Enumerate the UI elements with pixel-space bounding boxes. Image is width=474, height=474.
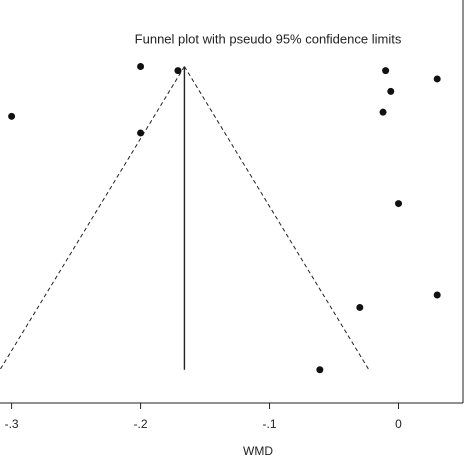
study-point: [379, 108, 387, 116]
x-tick-label: 0: [395, 417, 402, 431]
study-point: [395, 200, 403, 208]
x-tick-label: -.1: [263, 417, 277, 431]
confidence-limit: [0, 66, 185, 371]
x-tick-label: -.2: [134, 417, 148, 431]
study-point: [356, 303, 364, 311]
study-point: [174, 67, 182, 75]
study-point: [433, 75, 441, 83]
study-point: [8, 112, 16, 120]
x-axis-label: WMD: [243, 444, 273, 458]
study-point: [137, 62, 145, 70]
study-point: [387, 87, 395, 95]
study-point: [137, 129, 145, 137]
confidence-limit: [183, 66, 370, 371]
x-tick-label: -.3: [5, 417, 19, 431]
chart-title: Funnel plot with pseudo 95% confidence l…: [135, 31, 402, 46]
study-point: [316, 366, 324, 374]
study-point: [382, 67, 390, 75]
study-point: [433, 291, 441, 299]
